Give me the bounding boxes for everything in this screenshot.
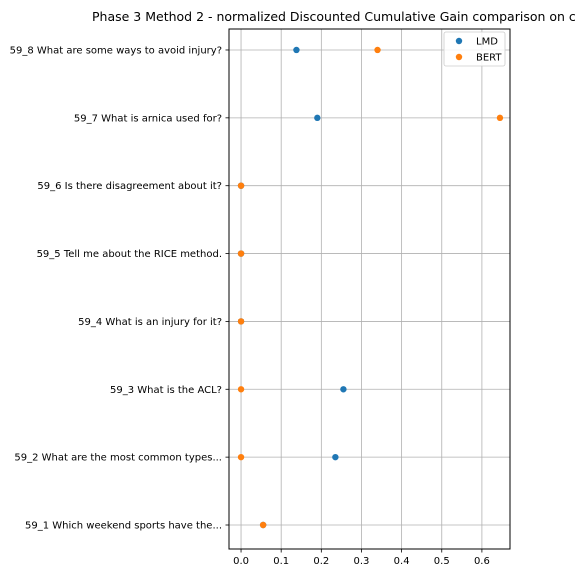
y-tick-label: 59_4 What is an injury for it? <box>78 317 222 328</box>
point-lmd <box>293 46 300 54</box>
legend-label-lmd: LMD <box>476 37 498 48</box>
legend-marker-bert <box>455 53 463 61</box>
grid <box>229 29 510 549</box>
x-tick-label: 0.3 <box>354 556 370 567</box>
y-tick-label: 59_3 What is the ACL? <box>110 385 222 396</box>
legend: LMD BERT <box>443 31 506 67</box>
y-tick-label: 59_2 What are the most common types... <box>14 453 222 464</box>
plot-frame <box>228 28 511 550</box>
point-lmd <box>314 114 321 122</box>
point-bert <box>496 114 504 122</box>
y-tick-label: 59_8 What are some ways to avoid injury? <box>10 45 222 56</box>
chart-title: Phase 3 Method 2 - normalized Discounted… <box>92 9 576 24</box>
x-tick-label: 0.2 <box>313 556 329 567</box>
x-tick-label: 0.4 <box>394 556 410 567</box>
axis-ticks: 0.0 0.1 0.2 0.3 0.4 0.5 0.6 59_1 Which weekend … <box>10 45 490 567</box>
legend-marker-lmd <box>455 37 463 45</box>
point-bert <box>237 453 245 461</box>
point-bert <box>259 521 267 529</box>
point-lmd <box>332 453 339 461</box>
point-bert <box>374 46 381 54</box>
x-tick-label: 0.5 <box>434 556 450 567</box>
x-tick-label: 0.1 <box>273 556 289 567</box>
y-tick-label: 59_1 Which weekend sports have the... <box>25 521 222 532</box>
x-tick-label: 0.6 <box>474 556 490 567</box>
point-lmd <box>340 386 347 393</box>
legend-label-bert: BERT <box>476 53 502 64</box>
point-bert <box>237 386 245 393</box>
data-points <box>237 46 504 529</box>
point-bert <box>237 182 245 189</box>
point-bert <box>237 250 245 257</box>
point-bert <box>237 318 245 325</box>
y-tick-label: 59_7 What is arnica used for? <box>74 113 222 124</box>
x-tick-label: 0.0 <box>233 556 249 567</box>
y-tick-label: 59_6 Is there disagreement about it? <box>37 181 222 192</box>
y-tick-label: 59_5 Tell me about the RICE method. <box>37 249 222 260</box>
